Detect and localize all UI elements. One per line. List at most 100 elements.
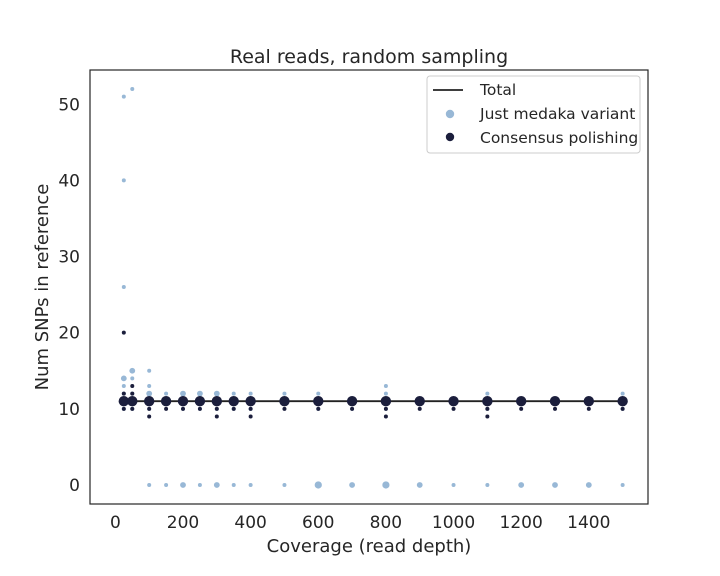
medaka-point bbox=[147, 368, 152, 373]
legend-medaka-label: Just medaka variant bbox=[479, 105, 635, 123]
medaka-point bbox=[213, 390, 220, 397]
medaka-point bbox=[552, 482, 558, 488]
consensus-point bbox=[177, 396, 189, 407]
consensus-point bbox=[127, 396, 138, 407]
consensus-point bbox=[383, 406, 388, 411]
medaka-point bbox=[451, 482, 456, 487]
medaka-point bbox=[349, 482, 355, 488]
medaka-point bbox=[314, 481, 322, 489]
medaka-point bbox=[585, 482, 592, 488]
consensus-point bbox=[451, 406, 456, 411]
consensus-point bbox=[414, 396, 425, 407]
plot-frame bbox=[89, 69, 649, 505]
medaka-point bbox=[485, 391, 490, 396]
legend-total-label: Total bbox=[479, 81, 516, 99]
consensus-point bbox=[485, 406, 490, 411]
consensus-point bbox=[248, 406, 253, 411]
medaka-point bbox=[282, 482, 287, 487]
medaka-point bbox=[147, 482, 152, 487]
medaka-point bbox=[164, 482, 169, 487]
medaka-point bbox=[197, 482, 202, 487]
x-tick-label: 400 bbox=[234, 513, 266, 533]
x-axis-title: Coverage (read depth) bbox=[267, 536, 472, 557]
medaka-point bbox=[382, 481, 390, 489]
consensus-point bbox=[519, 406, 524, 411]
medaka-point bbox=[147, 383, 152, 388]
consensus-point bbox=[583, 396, 595, 407]
x-tick-label: 1000 bbox=[432, 513, 475, 533]
medaka-point bbox=[316, 391, 321, 396]
consensus-point bbox=[448, 396, 459, 407]
consensus-point bbox=[194, 396, 206, 407]
consensus-points-layer bbox=[118, 330, 628, 419]
medaka-point bbox=[180, 390, 186, 397]
consensus-point bbox=[181, 406, 185, 411]
medaka-point bbox=[416, 482, 423, 488]
consensus-point bbox=[245, 396, 256, 407]
consensus-point bbox=[383, 414, 388, 419]
consensus-point bbox=[147, 406, 152, 411]
consensus-point bbox=[482, 396, 493, 407]
consensus-point bbox=[121, 330, 126, 335]
consensus-point bbox=[620, 406, 625, 411]
consensus-point bbox=[121, 406, 126, 411]
medaka-point bbox=[146, 390, 153, 397]
consensus-point bbox=[279, 396, 290, 407]
medaka-point bbox=[121, 285, 126, 289]
consensus-point bbox=[417, 406, 422, 411]
x-tick-label: 0 bbox=[110, 513, 121, 533]
consensus-point bbox=[617, 396, 628, 407]
consensus-point bbox=[197, 406, 202, 411]
medaka-point bbox=[120, 375, 127, 382]
medaka-point bbox=[231, 482, 236, 487]
medaka-point bbox=[248, 482, 253, 487]
medaka-point bbox=[129, 367, 136, 374]
medaka-point bbox=[180, 482, 186, 488]
medaka-point bbox=[282, 391, 287, 396]
consensus-point bbox=[147, 414, 152, 419]
consensus-point bbox=[515, 396, 527, 407]
medaka-point bbox=[620, 482, 625, 487]
y-tick-label: 0 bbox=[69, 476, 80, 496]
consensus-point bbox=[485, 414, 490, 419]
medaka-point bbox=[121, 383, 126, 388]
medaka-point bbox=[121, 178, 126, 183]
consensus-point bbox=[214, 406, 219, 411]
consensus-point bbox=[553, 406, 557, 411]
consensus-point bbox=[228, 396, 239, 407]
y-tick-label: 40 bbox=[58, 171, 80, 191]
legend: Total Just medaka variant Consensus poli… bbox=[426, 75, 641, 154]
legend-box bbox=[426, 75, 641, 154]
y-tick-label: 30 bbox=[58, 248, 80, 268]
x-axis: 0 200 400 600 800 1000 1200 1400 bbox=[110, 513, 611, 533]
plot-area bbox=[118, 87, 628, 489]
medaka-point bbox=[121, 94, 126, 99]
x-tick-label: 600 bbox=[302, 513, 334, 533]
x-tick-label: 1400 bbox=[567, 513, 610, 533]
x-tick-label: 1200 bbox=[500, 513, 543, 533]
medaka-point bbox=[518, 482, 525, 488]
y-tick-label: 20 bbox=[58, 324, 80, 344]
consensus-point bbox=[211, 396, 223, 407]
consensus-point bbox=[549, 396, 561, 407]
consensus-point bbox=[380, 396, 392, 407]
chart-title: Real reads, random sampling bbox=[230, 46, 508, 68]
medaka-point bbox=[248, 391, 253, 396]
consensus-point bbox=[313, 396, 324, 407]
medaka-point bbox=[485, 482, 490, 487]
consensus-point bbox=[350, 406, 355, 411]
legend-consensus-swatch bbox=[445, 132, 455, 142]
y-axis: 0 10 20 30 40 50 bbox=[58, 95, 80, 496]
consensus-point bbox=[130, 391, 135, 396]
medaka-point bbox=[383, 391, 388, 396]
legend-consensus-label: Consensus polishing bbox=[480, 129, 638, 147]
y-axis-title: Num SNPs in reference bbox=[32, 184, 53, 391]
consensus-point bbox=[160, 396, 172, 407]
medaka-point bbox=[130, 376, 135, 381]
consensus-point bbox=[130, 406, 135, 411]
consensus-point bbox=[231, 406, 236, 411]
medaka-point bbox=[620, 391, 625, 396]
consensus-point bbox=[316, 406, 321, 411]
legend-medaka-swatch bbox=[445, 109, 455, 119]
